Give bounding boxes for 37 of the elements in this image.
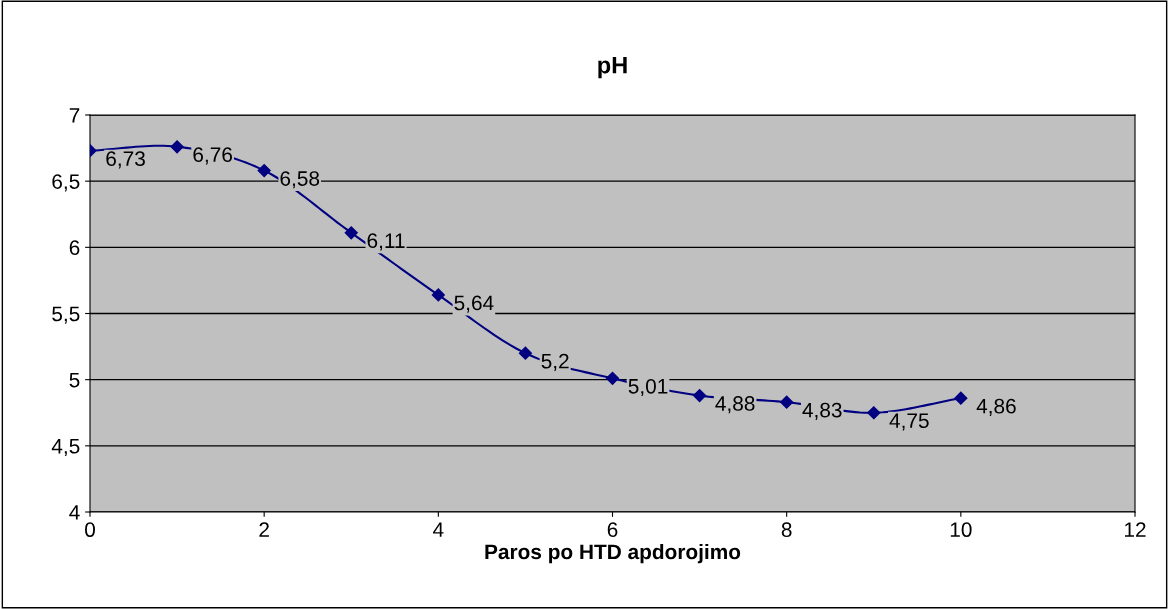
x-tick-label: 2 — [259, 522, 269, 537]
x-tick-label: 8 — [781, 522, 792, 538]
point — [257, 163, 271, 178]
point — [692, 388, 707, 403]
y-tick-label: 6 — [69, 240, 80, 256]
point — [605, 371, 620, 385]
y-tick-label: 4 — [69, 505, 80, 520]
data-label: 4,83 — [802, 402, 842, 420]
x-tick-label: 0 — [85, 522, 95, 538]
data-label: 5,64 — [454, 295, 494, 313]
point — [954, 391, 968, 405]
x-tick-label: 4 — [433, 522, 444, 537]
data-label: 5,2 — [541, 353, 569, 371]
y-tick-label: 5 — [69, 372, 80, 388]
data-label: 5,01 — [628, 378, 668, 397]
data-label: 6,11 — [367, 233, 405, 251]
data-label: 4,88 — [715, 396, 755, 414]
data-label: 6,73 — [106, 151, 145, 169]
y-tick-label: 5,5 — [52, 306, 80, 324]
point — [780, 395, 794, 409]
y-tick-label: 6,5 — [52, 174, 80, 192]
x-tick-label: 12 — [1125, 522, 1146, 537]
point — [170, 140, 184, 154]
point — [518, 346, 533, 360]
point — [867, 406, 881, 420]
data-label: 4,86 — [976, 398, 1016, 416]
data-label: 4,75 — [889, 413, 929, 431]
point — [431, 288, 445, 302]
point — [344, 226, 358, 240]
chart-title: pH — [598, 57, 627, 79]
x-axis-title: Paros po HTD apdorojimo — [485, 543, 741, 564]
y-tick-label: 4,5 — [51, 439, 80, 457]
x-tick-label: 6 — [607, 522, 618, 538]
data-label: 6,58 — [280, 171, 320, 189]
x-tick-label: 10 — [950, 522, 972, 538]
y-tick-label: 7 — [69, 108, 80, 123]
data-label: 6,76 — [193, 147, 232, 165]
